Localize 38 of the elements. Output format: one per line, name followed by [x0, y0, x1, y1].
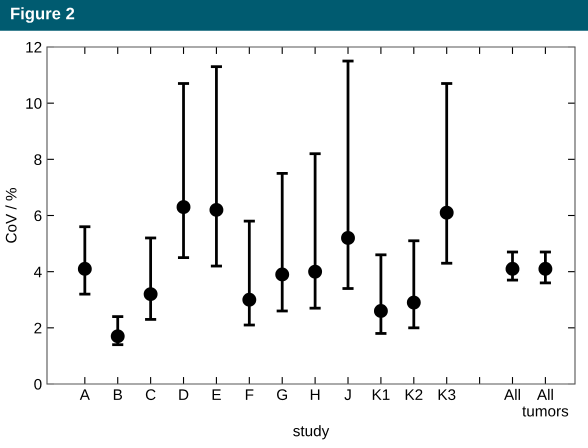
- y-tick-label: 2: [34, 322, 42, 334]
- x-tick-label: K2: [406, 389, 422, 400]
- point: [209, 202, 224, 217]
- chart-title: Figure 2: [11, 7, 74, 23]
- x-tick-label: K3: [438, 389, 456, 400]
- point: [538, 262, 552, 276]
- point: [275, 268, 290, 282]
- y-tick-label: 0: [34, 378, 42, 390]
- x-tick-label: All tumors: [522, 388, 568, 417]
- y-tick-label: 10: [26, 98, 42, 109]
- point: [341, 231, 355, 245]
- point: [144, 287, 158, 302]
- x-tick-label: K1: [372, 389, 390, 400]
- x-tick-label: A: [80, 389, 90, 400]
- x-tick-label: F: [246, 389, 254, 400]
- point: [374, 304, 388, 318]
- point: [506, 262, 520, 276]
- point: [440, 206, 454, 220]
- x-tick-label: All: [504, 388, 520, 400]
- x-tick-label: D: [179, 389, 188, 400]
- y-tick-label: 4: [34, 266, 42, 278]
- x-tick-label: G: [277, 389, 288, 400]
- y-tick-label: 6: [34, 210, 42, 222]
- point: [78, 262, 92, 276]
- y-tick-label: 12: [26, 42, 42, 53]
- point: [110, 329, 125, 344]
- point: [308, 264, 322, 279]
- x-tick-label: H: [310, 389, 320, 400]
- x-axis-title: study: [293, 425, 330, 440]
- y-tick-label: 8: [34, 154, 42, 166]
- x-tick-label: B: [114, 389, 122, 400]
- point: [242, 292, 256, 307]
- x-tick-label: C: [146, 389, 156, 400]
- point: [176, 200, 190, 214]
- y-axis-title: CoV / %: [5, 188, 17, 243]
- x-tick-label: E: [212, 389, 221, 400]
- x-tick-label: J: [344, 389, 351, 400]
- point: [406, 296, 421, 310]
